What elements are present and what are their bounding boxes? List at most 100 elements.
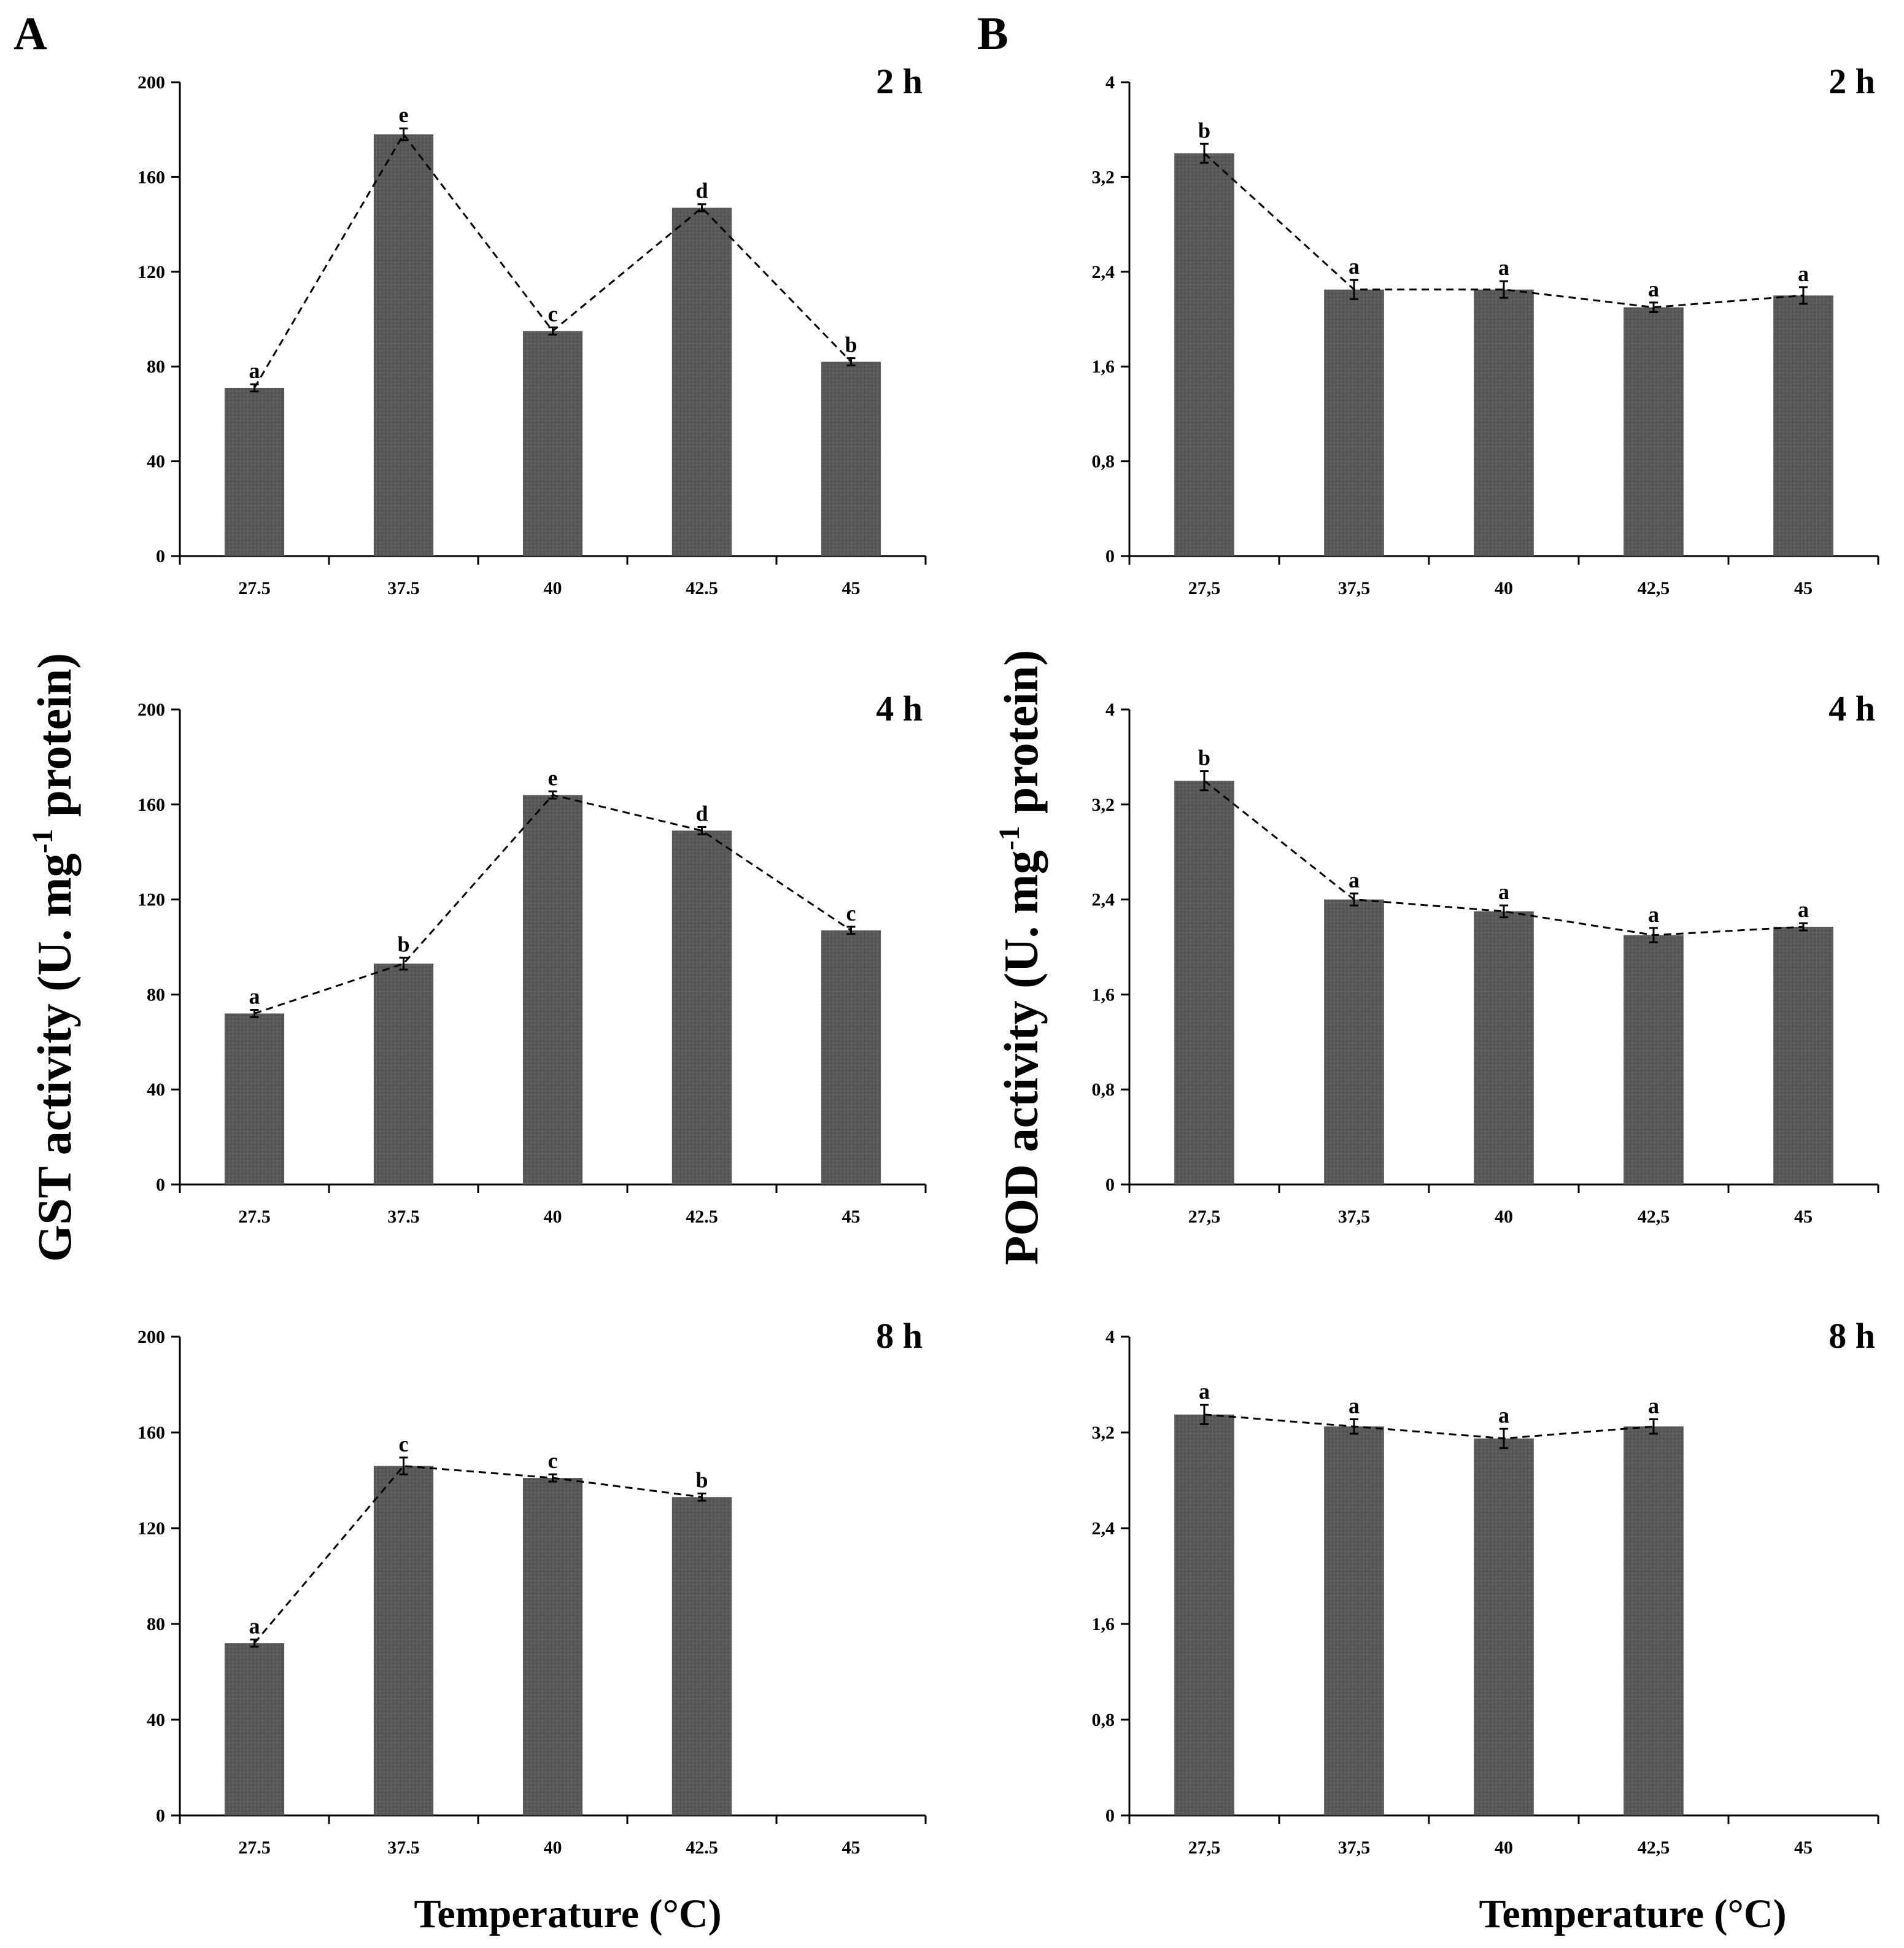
- y-tick-label: 0: [156, 1175, 165, 1195]
- x-tick-label: 45: [842, 1838, 861, 1858]
- y-tick-label: 0: [156, 546, 165, 566]
- y-tick-label: 3,2: [1092, 795, 1115, 815]
- x-tick-label: 27,5: [1188, 1207, 1221, 1227]
- x-tick-label: 37.5: [387, 1207, 420, 1227]
- significance-letter: a: [1349, 1394, 1360, 1418]
- chart-b-3: 0 0,8 1,6 2,4 3,2 4 27,5 37,5 40 42,5 45 8 h a a a a: [1092, 1316, 1879, 1858]
- y-tick-label: 40: [147, 1710, 165, 1730]
- y-tick-label: 120: [137, 890, 165, 910]
- bar: [1324, 1426, 1384, 1815]
- y-tick-label: 1,6: [1092, 984, 1115, 1005]
- x-tick-label: 45: [842, 1207, 861, 1227]
- x-tick-label: 27.5: [238, 1838, 271, 1858]
- significance-letter: c: [399, 1432, 409, 1456]
- y-tick-label: 3,2: [1092, 167, 1115, 187]
- x-tick-label: 37,5: [1338, 1838, 1371, 1858]
- y-tick-label: 4: [1105, 1327, 1115, 1347]
- significance-letter: a: [1498, 255, 1509, 280]
- bar: [1474, 911, 1534, 1185]
- y-tick-label: 0,8: [1092, 452, 1115, 472]
- y-axis-label-pod: POD activity (U. mg-1 protein): [993, 650, 1048, 1266]
- x-tick-label: 42.5: [686, 1838, 718, 1858]
- y-tick-label: 160: [137, 1423, 165, 1443]
- bar: [1474, 289, 1534, 556]
- bar: [1174, 153, 1234, 557]
- x-tick-label: 42.5: [686, 1207, 718, 1227]
- bar: [373, 964, 434, 1185]
- bar: [1623, 1426, 1684, 1815]
- significance-letter: a: [1648, 277, 1659, 301]
- bar: [1174, 1414, 1234, 1815]
- bar: [522, 795, 583, 1185]
- y-tick-label: 4: [1105, 700, 1115, 720]
- significance-letter: c: [548, 301, 558, 326]
- chart-title: 4 h: [876, 689, 923, 729]
- y-tick-label: 3,2: [1092, 1423, 1115, 1443]
- x-tick-label: 45: [1794, 1207, 1813, 1227]
- bar: [671, 207, 732, 557]
- y-tick-label: 1,6: [1092, 357, 1115, 377]
- trend-line: [1204, 779, 1804, 937]
- significance-letter: a: [1798, 261, 1809, 286]
- bar: [671, 830, 732, 1185]
- significance-letter: a: [249, 1614, 260, 1638]
- x-tick-label: 40: [1495, 1838, 1513, 1858]
- bar: [1773, 295, 1833, 556]
- y-tick-label: 80: [147, 357, 165, 377]
- y-tick-label: 200: [137, 1327, 165, 1347]
- chart-a-1: 0 40 80 120 160 200 27.5 37.5 40 42.5 45 2 h a e c d b: [137, 61, 927, 598]
- bar: [224, 1643, 285, 1815]
- x-tick-label: 42.5: [686, 578, 718, 598]
- y-tick-label: 40: [147, 452, 165, 472]
- significance-letter: e: [399, 102, 409, 127]
- x-tick-label: 27,5: [1188, 1838, 1221, 1858]
- x-tick-label: 40: [1495, 578, 1513, 598]
- x-tick-label: 42,5: [1638, 1838, 1670, 1858]
- y-tick-label: 200: [137, 700, 165, 720]
- y-tick-label: 200: [137, 72, 165, 93]
- x-tick-label: 40: [544, 578, 562, 598]
- bar: [224, 1013, 285, 1185]
- significance-letter: a: [1798, 897, 1809, 922]
- bar: [1773, 927, 1833, 1185]
- trend-line: [1204, 1413, 1654, 1440]
- bar: [224, 387, 285, 556]
- chart-b-1: 0 0,8 1,6 2,4 3,2 4 27,5 37,5 40 42,5 45 2 h b a a a a: [1092, 61, 1879, 598]
- bar: [522, 331, 583, 556]
- x-axis-label-b: Temperature (°C): [1479, 1892, 1786, 1936]
- x-tick-label: 37.5: [387, 1838, 420, 1858]
- significance-letter: a: [249, 358, 260, 383]
- x-tick-label: 40: [1495, 1207, 1513, 1227]
- significance-letter: b: [845, 333, 857, 357]
- y-tick-label: 4: [1105, 72, 1115, 93]
- y-tick-label: 1,6: [1092, 1614, 1115, 1634]
- y-tick-label: 80: [147, 1614, 165, 1634]
- bar: [1324, 899, 1384, 1185]
- significance-letter: a: [1349, 254, 1360, 279]
- y-axis-label-gst: GST activity (U. mg-1 protein): [26, 653, 81, 1262]
- x-tick-label: 27.5: [238, 1207, 271, 1227]
- chart-title: 2 h: [1829, 61, 1875, 101]
- bar: [522, 1478, 583, 1815]
- trend-line: [1203, 152, 1804, 309]
- significance-letter: a: [1349, 868, 1360, 892]
- y-tick-label: 0: [1105, 1806, 1115, 1826]
- y-tick-label: 2,4: [1092, 262, 1115, 282]
- significance-letter: a: [1648, 902, 1659, 927]
- x-tick-label: 42,5: [1638, 578, 1670, 598]
- significance-letter: b: [1198, 118, 1210, 142]
- chart-title: 8 h: [1829, 1316, 1875, 1356]
- bar: [1474, 1438, 1534, 1815]
- x-tick-label: 27,5: [1188, 578, 1221, 598]
- significance-letter: a: [1498, 879, 1509, 904]
- x-tick-label: 45: [842, 578, 861, 598]
- y-tick-label: 120: [137, 262, 165, 282]
- trend-line: [254, 794, 852, 1015]
- chart-b-2: 0 0,8 1,6 2,4 3,2 4 27,5 37,5 40 42,5 45 4 h b a a a a: [1092, 689, 1879, 1227]
- significance-letter: a: [1199, 1379, 1210, 1404]
- x-tick-label: 37,5: [1338, 578, 1371, 598]
- y-tick-label: 0: [156, 1806, 165, 1826]
- y-tick-label: 0: [1105, 1175, 1115, 1195]
- bar: [821, 930, 881, 1185]
